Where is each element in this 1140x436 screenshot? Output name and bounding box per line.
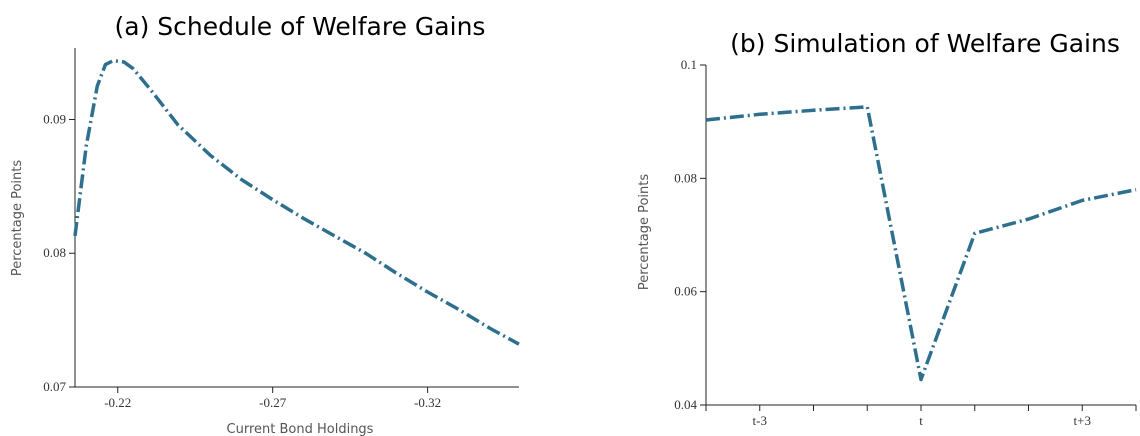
panel-a-x-tick-label: -0.27 [259, 395, 287, 410]
panel-a-ticks: 0.07 0.08 0.09 -0.27 -0.22 -0.32 [43, 111, 441, 410]
panel-a-y-tick-label: 0.08 [43, 245, 66, 260]
panel-a-x-tick-label: -0.22 [104, 395, 131, 410]
panel-b-ticks: 0.04 0.06 0.08 0.1 t-3 t t+3 [674, 57, 1137, 428]
panel-b-y-tick-label: 0.08 [674, 170, 697, 185]
panel-b-x-tick-label: t [919, 413, 923, 428]
panel-b-x-tick-label: t-3 [753, 413, 767, 428]
panel-a-x-axis-label: Current Bond Holdings [227, 422, 374, 436]
panel-a-series-line [73, 58, 520, 346]
panel-a-y-tick-label: 0.09 [43, 111, 66, 126]
panel-a-welfare-schedule: (a) Schedule of Welfare Gains Current Bo… [10, 12, 520, 436]
panel-a-y-tick-label: 0.07 [43, 379, 66, 394]
panel-a-y-axis-label: Percentage Points [10, 160, 25, 277]
panel-b-x-tick-label: t+3 [1074, 413, 1091, 428]
panel-a-title: (a) Schedule of Welfare Gains [115, 12, 486, 41]
panel-b-welfare-simulation: (b) Simulation of Welfare Gains Percenta… [637, 29, 1137, 428]
panel-b-title: (b) Simulation of Welfare Gains [730, 29, 1120, 58]
panel-b-y-axis-label: Percentage Points [637, 174, 652, 291]
panel-b-y-tick-label: 0.1 [681, 57, 697, 72]
panel-b-y-tick-label: 0.06 [674, 284, 697, 299]
panel-b-series-line [705, 105, 1137, 382]
panel-b-y-tick-label: 0.04 [674, 397, 697, 412]
panel-a-x-tick-label: -0.32 [414, 395, 441, 410]
